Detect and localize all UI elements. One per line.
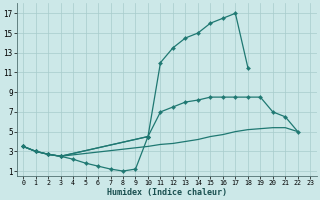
X-axis label: Humidex (Indice chaleur): Humidex (Indice chaleur) [107, 188, 227, 197]
